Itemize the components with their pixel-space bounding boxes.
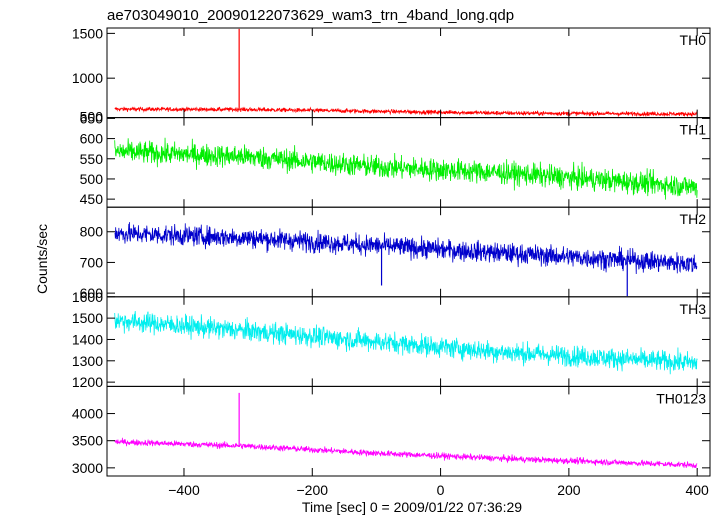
y-tick-label: 500 [80,171,104,187]
y-tick-label: 1600 [72,289,103,305]
panel-frame [106,117,711,208]
y-tick-label: 700 [80,254,104,270]
y-tick-label: 1500 [72,310,103,326]
y-tick-label: 650 [80,110,104,126]
panel-frame [106,385,711,477]
series-line-th2 [114,222,698,275]
series-line-th3 [114,311,698,375]
panel-label: TH2 [680,211,707,227]
x-tick-label: −400 [168,482,200,498]
panels-group: TH0 1000 1500 500 TH1 450 500 550 600 650 TH2 600 70… [72,25,711,498]
panel-label: TH0 [680,32,707,48]
x-tick-label: 0 [437,482,445,498]
y-tick-label: 3000 [72,460,103,476]
panel-label: TH0123 [656,390,706,406]
y-tick-label: 1200 [72,374,103,390]
x-axis-label: Time [sec] 0 = 2009/01/22 07:36:29 [302,499,522,515]
y-tick-label: 550 [80,151,104,167]
y-tick-label: 1000 [72,70,103,86]
y-tick-label: 450 [80,191,104,207]
series-line-th0123 [114,437,698,469]
y-tick-label: 800 [80,224,104,240]
x-tick-label: 200 [557,482,581,498]
y-tick-label: 600 [80,131,104,147]
series-line-th1 [114,137,698,200]
panel-label: TH3 [680,301,707,317]
chart-title: ae703049010_20090122073629_wam3_trn_4ban… [107,7,514,24]
y-tick-label: 1500 [72,25,103,41]
y-tick-label: 600 [80,285,104,301]
panel-label: TH1 [680,122,707,138]
y-axis-label: Counts/sec [34,224,50,294]
y-tick-label: 500 [80,109,104,125]
x-tick-label: −200 [297,482,329,498]
series-line-th0 [114,106,698,118]
y-tick-label: 1300 [72,353,103,369]
y-tick-label: 1400 [72,331,103,347]
panel-frame [106,27,711,119]
y-tick-label: 3500 [72,433,103,449]
x-tick-label: 400 [685,482,709,498]
y-tick-label: 4000 [72,406,103,422]
